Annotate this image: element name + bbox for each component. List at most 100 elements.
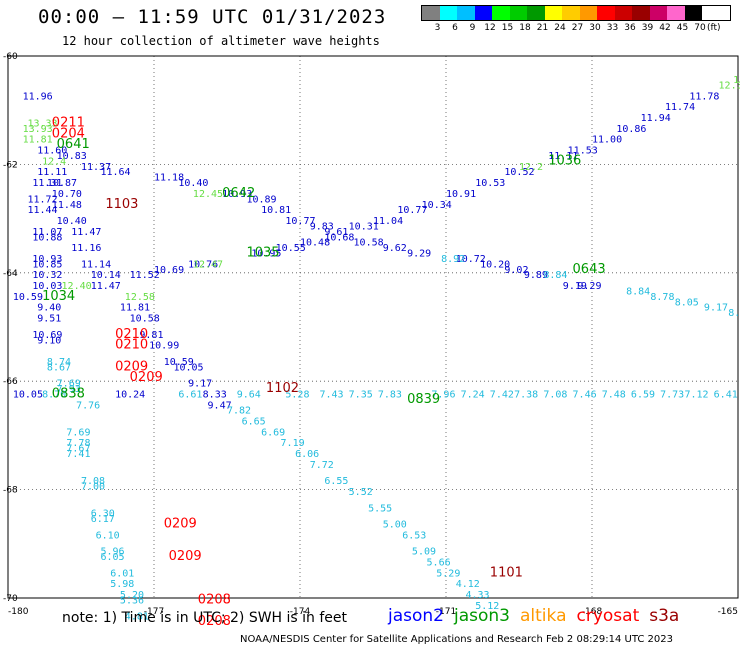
pass-time-label: 0642 <box>222 186 255 201</box>
wave-height-value: 11.74 <box>665 102 695 113</box>
pass-time-label: 0211 <box>52 115 85 130</box>
wave-height-value: 11.16 <box>71 243 101 254</box>
wave-height-value: 8.92 <box>441 254 465 265</box>
legend-jason2: jason2 <box>388 606 444 626</box>
x-tick-label: -171 <box>436 607 456 617</box>
wave-height-value: 10.83 <box>57 151 87 162</box>
wave-height-value: 11.64 <box>100 167 130 178</box>
wave-height-value: 6.55 <box>324 476 348 487</box>
wave-height-value: 6.41 <box>714 389 738 400</box>
wave-height-value: 11.07 <box>32 227 62 238</box>
wave-height-value: 8.74 <box>47 357 71 368</box>
color-scale-label: 42 <box>659 23 671 33</box>
wave-height-value: 10.31 <box>349 221 379 232</box>
wave-height-value: 9.64 <box>237 389 261 400</box>
color-scale-label: 6 <box>452 23 458 33</box>
wave-height-value: 5.12 <box>475 601 499 612</box>
color-scale-swatch <box>474 6 492 20</box>
wave-height-value: 10.76 <box>188 259 218 270</box>
wave-height-value: 4.12 <box>456 579 480 590</box>
wave-height-value: 10.77 <box>397 205 427 216</box>
wave-height-value: 10.93 <box>222 189 252 200</box>
wave-height-value: 6.69 <box>261 427 285 438</box>
color-scale: 3 6 9 12 15 18 21 24 27 30 33 36 39 42 45 70 (ft) <box>421 5 731 35</box>
wave-height-value: 10.58 <box>130 314 160 325</box>
color-scale-labels: 3 6 9 12 15 18 21 24 27 30 33 36 39 42 45 70 (ft) <box>421 21 731 35</box>
wave-height-value: 10.20 <box>480 259 510 270</box>
wave-height-value: 6.06 <box>295 449 319 460</box>
wave-height-value: 11.78 <box>689 91 719 102</box>
wave-height-value: 7.73 <box>660 389 684 400</box>
pass-time-label: 0643 <box>573 262 606 277</box>
wave-height-value: 7.93 <box>57 384 81 395</box>
wave-height-value: 11.04 <box>373 216 403 227</box>
wave-height-value: 12.4 <box>42 156 66 167</box>
color-scale-unit: (ft) <box>707 23 721 33</box>
color-scale-label: 27 <box>571 23 584 33</box>
wave-height-value: 9.89 <box>524 270 548 281</box>
legend-cryosat: cryosat <box>576 606 640 626</box>
color-scale-swatch <box>614 6 632 20</box>
wave-height-value: 5.66 <box>427 557 451 568</box>
wave-height-value: 8.33 <box>203 389 227 400</box>
wave-height-value: 9.83 <box>310 221 334 232</box>
satellite-legend: jason2 jason3 altika cryosat s3a <box>388 606 689 626</box>
pass-time-label: 0209 <box>130 370 163 385</box>
wave-height-value: 6.53 <box>402 530 426 541</box>
wave-height-value: 7.35 <box>349 389 373 400</box>
wave-height-value: 7.76 <box>76 400 100 411</box>
pass-time-label: 0208 <box>198 592 231 607</box>
wave-height-value: 6.30 <box>91 509 115 520</box>
color-scale-label: 18 <box>519 23 531 33</box>
wave-height-value: 10.03 <box>32 281 62 292</box>
pass-time-label: 1034 <box>42 289 75 304</box>
wave-height-value: 10.59 <box>164 357 194 368</box>
wave-height-value: 5.28 <box>285 389 309 400</box>
wave-height-value: 7.83 <box>378 389 402 400</box>
wave-height-value: 8.67 <box>47 362 71 373</box>
wave-height-value: 7.43 <box>319 389 343 400</box>
axis-ticks: -180 -177 -174 -171 -168 -165 -60 -62 -64 -66 -68 -… <box>3 52 738 617</box>
pass-time-label: 1102 <box>266 381 299 396</box>
wave-height-value: 7.48 <box>602 389 626 400</box>
wave-height-value: 10.24 <box>115 389 145 400</box>
wave-height-value: 7.42 <box>490 389 514 400</box>
wave-height-value: 6.65 <box>242 417 266 428</box>
color-scale-label: 21 <box>536 23 549 33</box>
wave-height-value: 10.05 <box>13 389 43 400</box>
wave-height-value: 7.69 <box>66 427 90 438</box>
wave-height-value: 11.00 <box>592 135 622 146</box>
color-scale-label: 33 <box>606 23 619 33</box>
pass-time-label: 0210 <box>115 327 148 342</box>
wave-height-value: 12.37 <box>719 81 740 92</box>
wave-height-value: 10.52 <box>504 167 534 178</box>
pass-time-label: 0208 <box>198 614 231 629</box>
x-tick-label: -180 <box>8 607 29 617</box>
wave-height-value: 7.19 <box>281 438 305 449</box>
wave-height-value: 11.31 <box>32 178 62 189</box>
wave-height-value: 9.17 <box>188 379 212 390</box>
wave-height-value: 11.48 <box>52 200 82 211</box>
data-labels: 11.9613.3313.9311.8111.6010.8311.3711.11… <box>13 75 740 629</box>
wave-height-value: 11.72 <box>27 194 57 205</box>
pass-time-label: 0210 <box>115 338 148 353</box>
color-scale-label: 70 <box>694 23 706 33</box>
y-tick-label: -64 <box>3 269 18 279</box>
wave-height-value: 12.47 <box>193 259 223 270</box>
y-tick-label: -62 <box>3 160 18 170</box>
wave-height-value: 7.08 <box>543 389 567 400</box>
page-subtitle: 12 hour collection of altimeter wave hei… <box>62 34 380 48</box>
wave-height-value: 11.47 <box>91 281 121 292</box>
legend-s3a: s3a <box>649 606 680 626</box>
color-scale-label: 15 <box>501 23 514 33</box>
y-tick-label: -66 <box>3 377 18 387</box>
pass-time-label: 0209 <box>164 517 197 532</box>
wave-height-value: 5.52 <box>349 487 373 498</box>
wave-height-value: 10.86 <box>616 124 646 135</box>
wave-height-value: 10.89 <box>246 194 276 205</box>
pass-time-label: 1101 <box>490 565 523 580</box>
color-scale-label: 3 <box>434 23 441 33</box>
wave-height-value: 7.96 <box>431 389 455 400</box>
color-scale-swatch <box>492 6 510 20</box>
color-scale-label: 45 <box>676 23 689 33</box>
